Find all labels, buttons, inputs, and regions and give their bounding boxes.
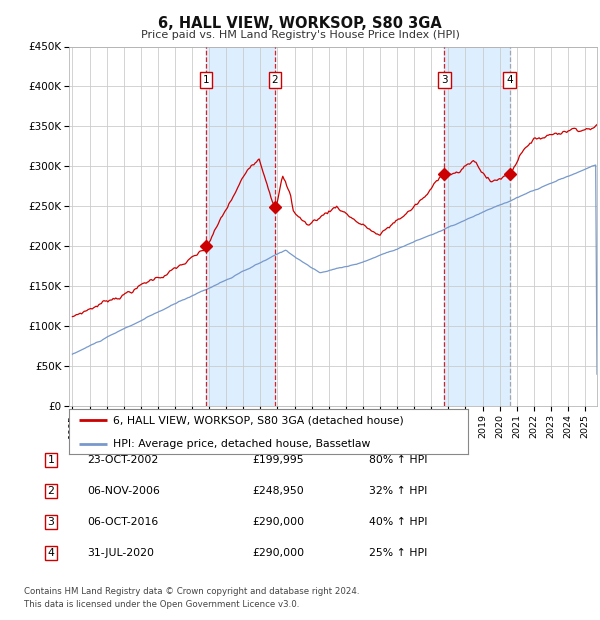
Text: 4: 4: [47, 548, 55, 558]
Text: 06-NOV-2006: 06-NOV-2006: [87, 486, 160, 496]
Text: £290,000: £290,000: [252, 517, 304, 527]
Text: 4: 4: [506, 75, 513, 85]
Text: £290,000: £290,000: [252, 548, 304, 558]
Text: 6, HALL VIEW, WORKSOP, S80 3GA: 6, HALL VIEW, WORKSOP, S80 3GA: [158, 16, 442, 30]
Text: 3: 3: [47, 517, 55, 527]
Text: 06-OCT-2016: 06-OCT-2016: [87, 517, 158, 527]
Text: 1: 1: [203, 75, 209, 85]
Text: 2: 2: [272, 75, 278, 85]
Text: £199,995: £199,995: [252, 455, 304, 465]
Text: 31-JUL-2020: 31-JUL-2020: [87, 548, 154, 558]
Bar: [206, 46, 275, 406]
Text: This data is licensed under the Open Government Licence v3.0.: This data is licensed under the Open Gov…: [24, 600, 299, 609]
Text: 1: 1: [47, 455, 55, 465]
Text: 3: 3: [441, 75, 448, 85]
Bar: [445, 46, 509, 406]
Text: 2: 2: [47, 486, 55, 496]
Text: 80% ↑ HPI: 80% ↑ HPI: [369, 455, 427, 465]
Text: 40% ↑ HPI: 40% ↑ HPI: [369, 517, 427, 527]
Text: Price paid vs. HM Land Registry's House Price Index (HPI): Price paid vs. HM Land Registry's House …: [140, 30, 460, 40]
Text: Contains HM Land Registry data © Crown copyright and database right 2024.: Contains HM Land Registry data © Crown c…: [24, 587, 359, 596]
Text: 32% ↑ HPI: 32% ↑ HPI: [369, 486, 427, 496]
Text: HPI: Average price, detached house, Bassetlaw: HPI: Average price, detached house, Bass…: [113, 439, 370, 449]
Text: £248,950: £248,950: [252, 486, 304, 496]
Text: 6, HALL VIEW, WORKSOP, S80 3GA (detached house): 6, HALL VIEW, WORKSOP, S80 3GA (detached…: [113, 415, 404, 425]
Text: 25% ↑ HPI: 25% ↑ HPI: [369, 548, 427, 558]
Text: 23-OCT-2002: 23-OCT-2002: [87, 455, 158, 465]
